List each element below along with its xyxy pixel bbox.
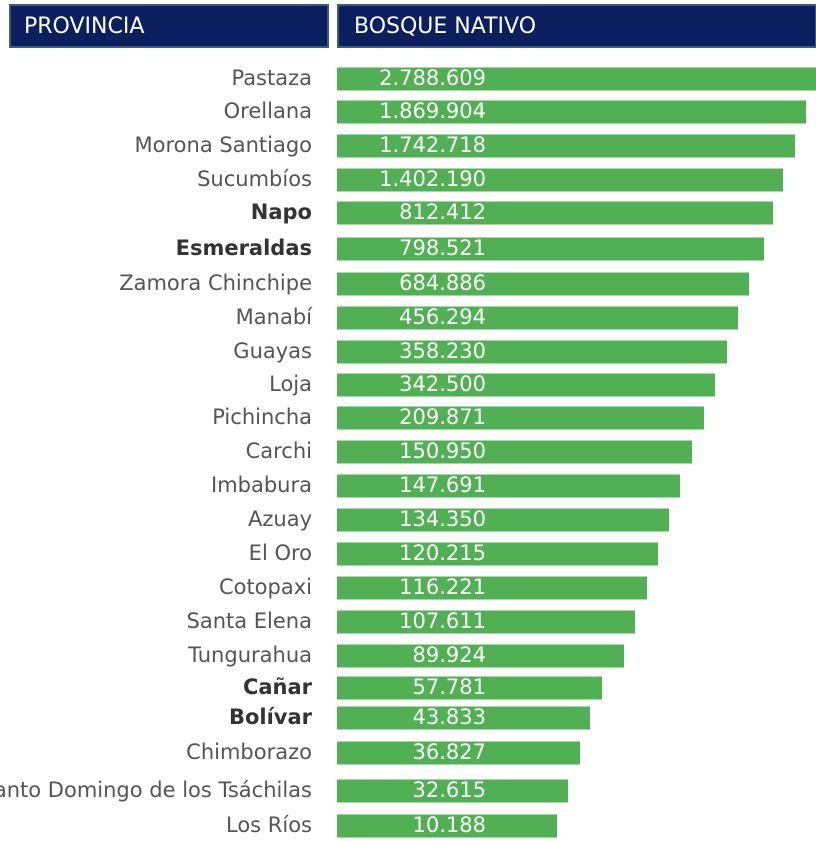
province-label: Sucumbíos xyxy=(197,167,312,191)
bar xyxy=(337,340,727,364)
province-label: Pichincha xyxy=(212,405,312,429)
forest-value: 342.500 xyxy=(399,372,486,396)
forest-value: 134.350 xyxy=(399,507,486,531)
header-box xyxy=(337,4,816,48)
forest-value: 10.188 xyxy=(413,813,486,837)
forest-value: 120.215 xyxy=(399,541,486,565)
bar xyxy=(337,508,669,532)
province-label: Tungurahua xyxy=(187,643,312,667)
header-province: PROVINCIA xyxy=(24,14,144,39)
province-label: Pastaza xyxy=(231,66,312,90)
header-box xyxy=(9,4,329,48)
province-label: Santo Domingo de los Tsáchilas xyxy=(0,778,312,802)
forest-value: 150.950 xyxy=(399,439,486,463)
province-label: Guayas xyxy=(233,339,312,363)
bar xyxy=(337,474,680,498)
province-label: Cotopaxi xyxy=(219,575,312,599)
province-label: Manabí xyxy=(236,305,313,329)
province-label: Carchi xyxy=(246,439,312,463)
bar xyxy=(337,676,602,700)
forest-value: 57.781 xyxy=(413,675,486,699)
forest-value: 36.827 xyxy=(413,740,486,764)
forest-value: 798.521 xyxy=(399,236,486,260)
province-label: Zamora Chinchipe xyxy=(119,271,312,295)
bar xyxy=(337,272,749,296)
province-label: Cañar xyxy=(243,675,313,699)
bar xyxy=(337,644,624,668)
bar xyxy=(337,440,692,464)
bar xyxy=(337,168,783,192)
bar xyxy=(337,373,715,397)
bar xyxy=(337,201,773,225)
forest-value: 812.412 xyxy=(399,200,486,224)
header-forest: BOSQUE NATIVO xyxy=(354,14,536,39)
forest-value: 209.871 xyxy=(399,405,486,429)
bar xyxy=(337,237,764,261)
forest-value: 32.615 xyxy=(413,778,486,802)
province-label: Loja xyxy=(269,372,312,396)
province-label: Azuay xyxy=(248,507,312,531)
forest-value: 116.221 xyxy=(399,575,486,599)
forest-value: 1.869.904 xyxy=(379,99,486,123)
province-label: Bolívar xyxy=(229,705,313,729)
bar xyxy=(337,576,647,600)
forest-value: 358.230 xyxy=(399,339,486,363)
bar xyxy=(337,542,658,566)
bar xyxy=(337,306,738,330)
forest-value: 89.924 xyxy=(413,643,486,667)
province-label: Imbabura xyxy=(211,473,312,497)
forest-value: 684.886 xyxy=(399,271,486,295)
forest-value: 107.611 xyxy=(399,609,486,633)
province-label: Santa Elena xyxy=(187,609,313,633)
forest-value: 1.402.190 xyxy=(379,167,486,191)
bar xyxy=(337,134,795,158)
forest-value: 456.294 xyxy=(399,305,486,329)
bar xyxy=(337,779,568,803)
bar xyxy=(337,741,580,765)
province-label: Chimborazo xyxy=(186,740,312,764)
province-label: Orellana xyxy=(224,99,312,123)
forest-value: 43.833 xyxy=(413,705,486,729)
forest-value: 1.742.718 xyxy=(379,133,486,157)
bar xyxy=(337,706,590,730)
bar xyxy=(337,406,704,430)
bar xyxy=(337,100,806,124)
bar xyxy=(337,610,635,634)
province-label: Los Ríos xyxy=(226,813,312,837)
forest-value: 2.788.609 xyxy=(379,66,486,90)
province-label: Esmeraldas xyxy=(176,236,312,260)
province-label: El Oro xyxy=(249,541,312,565)
bar xyxy=(337,67,816,91)
province-label: Morona Santiago xyxy=(135,133,312,157)
bar xyxy=(337,814,557,838)
forest-value: 147.691 xyxy=(399,473,486,497)
province-label: Napo xyxy=(251,200,312,224)
